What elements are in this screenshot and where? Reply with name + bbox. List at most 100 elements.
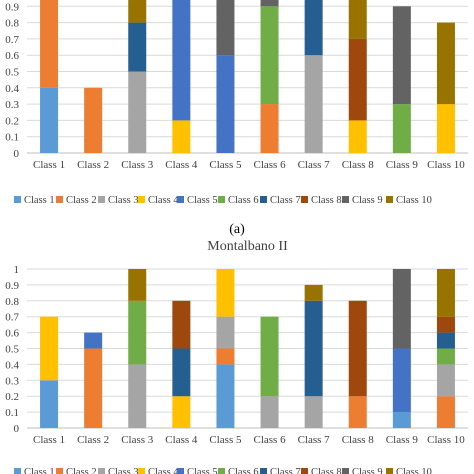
legend-swatch	[56, 468, 63, 474]
y-tick-label: 0.5	[5, 344, 19, 356]
legend-label: Class 6	[228, 467, 259, 474]
legend-swatch	[386, 196, 393, 203]
legend-swatch	[14, 468, 21, 474]
y-tick-label: 0.9	[5, 280, 19, 292]
bar-segment-class-6-class-2	[260, 104, 279, 153]
legend-label: Class 5	[187, 195, 218, 206]
legend-label: Class 8	[311, 195, 342, 206]
bar-segment-class-10-class-2	[436, 396, 455, 428]
bar-segment-class-10-class-3	[436, 364, 455, 397]
legend-label: Class 7	[270, 195, 301, 206]
bar-segment-class-4-class-4	[172, 120, 191, 153]
bar-segment-class-10-class-7	[436, 332, 455, 349]
y-tick-label: 0.6	[5, 50, 19, 62]
y-tick-label: 0.1	[5, 407, 19, 419]
bar-segment-class-8-class-8	[348, 300, 367, 397]
bar-segment-class-6-class-6	[260, 316, 279, 397]
legend-label: Class 1	[24, 467, 55, 474]
y-tick-label: 0.2	[5, 115, 19, 127]
legend-swatch	[98, 196, 105, 203]
bar-segment-class-3-class-3	[128, 71, 147, 153]
x-tick-label: Class 5	[209, 434, 242, 446]
x-tick-label: Class 1	[33, 159, 65, 171]
legend-label: Class 3	[108, 195, 139, 206]
legend-swatch	[177, 468, 184, 474]
bar-segment-class-5-class-5	[216, 55, 235, 154]
bar-segment-class-6-class-6	[260, 6, 279, 105]
bar-segment-class-2-class-2	[84, 87, 103, 153]
legend-swatch	[260, 196, 267, 203]
bar-segment-class-7-class-3	[304, 55, 323, 154]
y-tick-label: 0	[14, 148, 20, 160]
bar-segment-class-3-class-6	[128, 300, 147, 365]
legend-label: Class 1	[24, 195, 55, 206]
legend-swatch	[98, 468, 105, 474]
bar-segment-class-8-class-10	[348, 0, 367, 39]
legend-swatch	[342, 196, 349, 203]
bar-segment-class-5-class-3	[216, 316, 235, 349]
bar-segment-class-4-class-5	[172, 0, 191, 121]
legend-swatch	[138, 196, 145, 203]
legend-swatch	[218, 196, 225, 203]
legend-swatch	[177, 196, 184, 203]
y-tick-label: 0.6	[5, 328, 19, 340]
bar-segment-class-5-class-2	[216, 348, 235, 365]
x-tick-label: Class 1	[33, 434, 65, 446]
legend-swatch	[14, 196, 21, 203]
x-tick-label: Class 9	[386, 434, 419, 446]
bar-segment-class-9-class-5	[392, 348, 411, 413]
legend-swatch	[56, 196, 63, 203]
x-tick-label: Class 7	[298, 159, 331, 171]
y-tick-label: 0.8	[5, 18, 19, 30]
bar-segment-class-5-class-1	[216, 364, 235, 428]
legend-label: Class 5	[187, 467, 218, 474]
x-tick-label: Class 9	[386, 159, 419, 171]
bar-segment-class-6-class-9	[260, 0, 279, 7]
bar-segment-class-2-class-2	[84, 348, 103, 428]
bar-segment-class-10-class-10	[436, 269, 455, 317]
bar-segment-class-4-class-7	[172, 348, 191, 397]
bar-segment-class-5-class-9	[216, 0, 235, 56]
y-tick-label: 1	[14, 264, 20, 276]
legend-swatch	[301, 196, 308, 203]
legend-label: Class 9	[352, 467, 383, 474]
bar-segment-class-2-class-5	[84, 332, 103, 349]
legend-swatch	[218, 468, 225, 474]
y-tick-label: 0.9	[5, 1, 19, 13]
legend-swatch	[301, 468, 308, 474]
y-tick-label: 0.5	[5, 67, 19, 79]
bar-segment-class-9-class-9	[392, 6, 411, 105]
bar-segment-class-3-class-10	[128, 269, 147, 301]
bar-segment-class-9-class-6	[392, 104, 411, 153]
legend-label: Class 3	[108, 467, 139, 474]
x-tick-label: Class 3	[121, 159, 154, 171]
y-tick-label: 0.2	[5, 391, 19, 403]
bar-segment-class-9-class-1	[392, 412, 411, 428]
x-tick-label: Class 6	[254, 434, 287, 446]
legend-swatch	[260, 468, 267, 474]
bar-segment-class-4-class-8	[172, 300, 191, 349]
y-tick-label: 0.7	[5, 312, 19, 324]
bar-segment-class-1-class-4	[40, 316, 59, 381]
legend-label: Class 7	[270, 467, 301, 474]
y-tick-label: 0.4	[5, 359, 19, 371]
bar-segment-class-8-class-8	[348, 38, 367, 121]
legend-label: Class 8	[311, 467, 342, 474]
bar-segment-class-4-class-4	[172, 396, 191, 428]
chart-title: Montalbano II	[207, 239, 288, 254]
legend-label: Class 6	[228, 195, 259, 206]
chart-montalbano-ii: Montalbano II 0 0.1 0.2 0.3 0.4 0.5 0.6 0.7 0.8 0.…	[5, 239, 468, 474]
legend: Class 1 Class 2 Class 3 Class 4 Class 5 Class…	[14, 467, 432, 474]
bar-segment-class-1-class-2	[40, 0, 59, 88]
x-tick-label: Class 10	[427, 159, 465, 171]
x-tick-label: Class 3	[121, 434, 154, 446]
legend: Class 1 Class 2 Class 3 Class 4 Class 5 Class…	[14, 195, 432, 206]
bar-segment-class-3-class-3	[128, 364, 147, 428]
x-tick-label: Class 5	[209, 159, 242, 171]
x-tick-label: Class 6	[254, 159, 287, 171]
x-tick-label: Class 4	[165, 434, 198, 446]
bar-segment-class-10-class-4	[436, 104, 455, 153]
bar-segment-class-3-class-10	[128, 0, 147, 23]
bar-segment-class-7-class-3	[304, 396, 323, 428]
